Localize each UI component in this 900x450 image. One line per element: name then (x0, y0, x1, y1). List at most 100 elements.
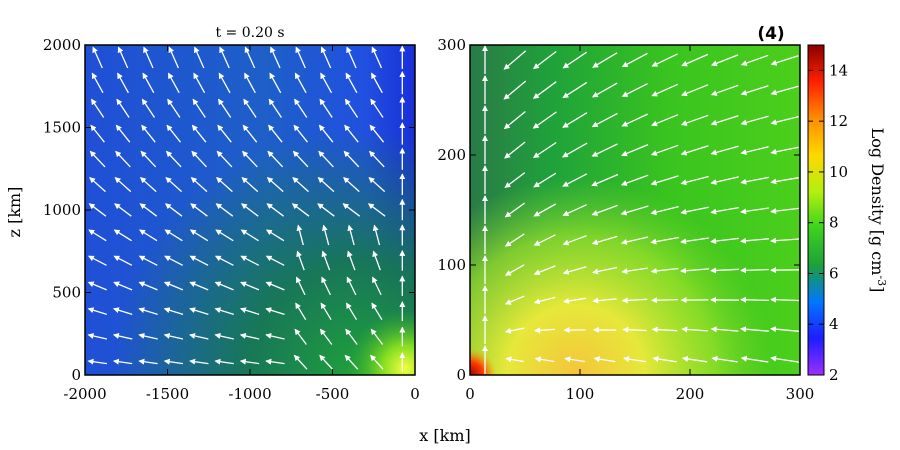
left-velocity-arrow (242, 124, 258, 143)
left-panel: -2000 -1500 -1000 -500 0 0 500 1000 1500 2000 (43, 36, 420, 403)
right-velocity-arrow (562, 173, 588, 187)
left-y-tick-label: 1000 (43, 201, 81, 219)
left-velocity-arrow (239, 307, 260, 316)
left-velocity-arrow (189, 307, 209, 316)
right-velocity-arrow (561, 142, 588, 158)
right-velocity-arrow (620, 174, 649, 186)
left-velocity-arrow (191, 150, 207, 168)
right-velocity-arrow (591, 143, 618, 157)
right-velocity-arrow (532, 81, 557, 99)
left-velocity-arrow (117, 72, 129, 94)
left-velocity-arrow (215, 229, 234, 242)
right-velocity-arrow (621, 267, 648, 275)
left-velocity-arrow (138, 307, 158, 316)
left-velocity-arrow (292, 150, 309, 168)
left-velocity-arrow (317, 177, 335, 193)
left-velocity-arrow (296, 224, 304, 246)
left-velocity-arrow (265, 333, 285, 340)
colorbar: 2 4 6 8 10 12 14 Log Density [g cm-3] (807, 44, 888, 384)
left-velocity-arrow (193, 46, 205, 69)
right-velocity-arrow (621, 52, 648, 68)
right-velocity-arrow (770, 115, 799, 126)
left-velocity-arrow (320, 302, 332, 321)
right-velocity-arrow (710, 84, 739, 96)
left-velocity-arrow (344, 124, 359, 143)
left-velocity-arrow (217, 124, 232, 143)
right-velocity-arrow (740, 355, 769, 363)
left-velocity-arrow (372, 250, 381, 271)
left-y-tick-label: 2000 (43, 36, 81, 54)
left-velocity-arrow (89, 177, 106, 193)
left-velocity-arrow (265, 358, 285, 365)
left-velocity-arrow (345, 328, 358, 345)
left-velocity-arrow (244, 72, 256, 94)
right-velocity-arrow (504, 295, 525, 305)
left-velocity-arrow (266, 177, 284, 193)
right-velocity-arrow (652, 356, 677, 363)
left-velocity-arrow (214, 281, 234, 291)
left-velocity-arrow (268, 124, 283, 143)
left-velocity-arrow (91, 98, 105, 118)
right-velocity-arrow (533, 172, 557, 188)
right-velocity-arrow (562, 51, 587, 69)
left-velocity-arrow (142, 72, 155, 94)
right-velocity-arrow (505, 356, 524, 363)
left-velocity-arrows (87, 45, 406, 372)
left-velocity-arrow (113, 281, 133, 291)
left-velocity-arrow (372, 224, 381, 246)
colorbar-label-exponent: -3 (875, 275, 888, 286)
left-velocity-arrow (163, 358, 184, 365)
right-velocity-arrow (532, 111, 557, 129)
right-axis-ticks: 0 100 200 300 0 100 200 300 (437, 36, 814, 403)
left-velocity-arrow (370, 98, 384, 118)
left-velocity-arrow (239, 333, 260, 340)
right-velocity-arrow (770, 55, 799, 66)
left-velocity-arrow (243, 98, 257, 118)
left-velocity-arrow (370, 354, 384, 370)
right-velocity-arrow (591, 82, 618, 98)
left-velocity-arrow (219, 46, 230, 69)
left-velocity-arrow (342, 203, 361, 217)
left-velocity-arrow (167, 72, 180, 94)
colorbar-tick-label: 2 (829, 366, 839, 384)
left-velocity-arrow (320, 46, 332, 69)
right-velocity-arrow (623, 356, 647, 363)
left-velocity-arrow (346, 276, 357, 296)
left-velocity-arrow (113, 255, 133, 266)
left-velocity-arrow (344, 98, 359, 118)
right-y-tick-label: 0 (456, 366, 466, 384)
right-velocity-arrow (562, 81, 588, 99)
right-velocity-arrow (710, 176, 739, 185)
colorbar-tick-label: 4 (829, 315, 839, 333)
right-velocity-arrow (504, 264, 525, 276)
left-velocity-arrow (115, 124, 131, 143)
left-velocity-arrow (193, 72, 206, 94)
left-velocity-arrow (114, 177, 132, 193)
left-y-tick-label: 0 (71, 366, 81, 384)
right-velocity-arrow (562, 266, 587, 275)
left-velocity-arrow (164, 229, 183, 242)
right-velocity-arrow (593, 356, 616, 363)
right-x-tick-label: 100 (566, 385, 595, 403)
right-velocity-arrow (533, 203, 557, 217)
left-velocity-arrow (189, 358, 209, 365)
left-velocity-arrow (369, 150, 385, 168)
right-velocity-arrow (504, 202, 525, 218)
left-velocity-arrow (295, 46, 306, 69)
left-velocity-arrow (165, 177, 183, 193)
right-velocity-arrow (770, 177, 799, 185)
colorbar-tick-label: 14 (829, 61, 848, 79)
right-velocity-arrow (650, 144, 679, 156)
right-velocity-arrow (591, 173, 619, 187)
left-velocity-arrow (166, 124, 182, 143)
left-velocity-arrow (89, 150, 106, 168)
left-velocity-arrow (189, 333, 209, 340)
x-axis-label: x [km] (419, 426, 470, 445)
left-velocity-arrow (294, 72, 307, 94)
left-velocity-arrow (241, 203, 259, 217)
left-velocity-arrow (139, 229, 158, 242)
right-velocity-arrow (740, 326, 770, 333)
left-velocity-arrow (294, 328, 307, 345)
left-velocity-arrow (343, 177, 360, 193)
left-velocity-arrow (371, 72, 383, 94)
